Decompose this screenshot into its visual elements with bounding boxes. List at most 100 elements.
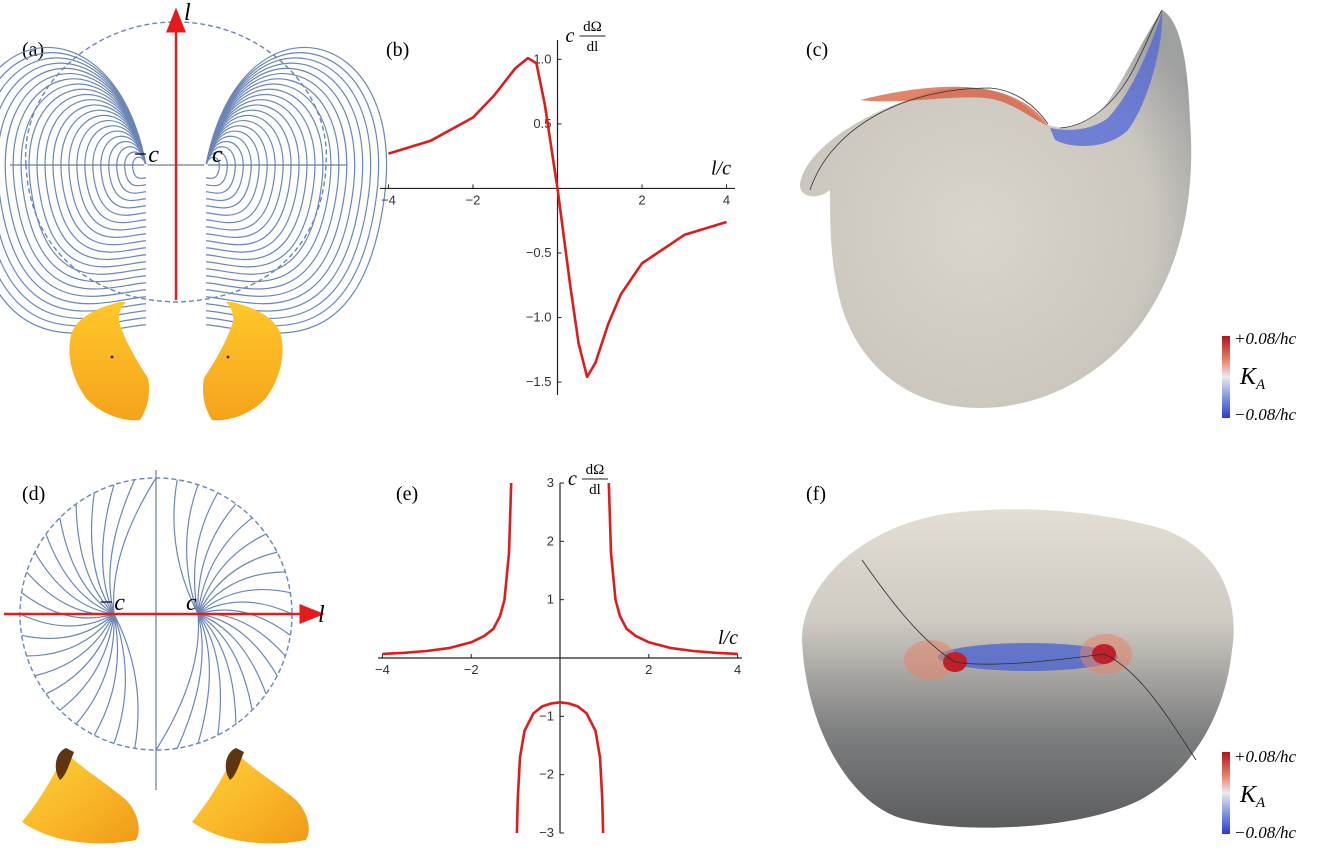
c-marker-d: c — [186, 590, 197, 616]
field-line — [90, 492, 115, 615]
field-line — [60, 109, 147, 246]
field-line — [205, 120, 276, 231]
chart-e: −4 −2 2 4 3 2 1 −1 −2 −3 l/c c dΩ dl — [375, 462, 742, 840]
halo-left-f — [904, 640, 956, 680]
panel-e: (e) −4 −2 2 4 3 2 1 −1 −2 −3 l/c c dΩ dl — [375, 462, 742, 840]
y-tick-label: 1 — [547, 592, 554, 607]
x-tick-label: −4 — [381, 192, 396, 207]
ridge-positive-c — [860, 86, 1048, 126]
field-line — [68, 114, 147, 238]
series-line — [382, 482, 513, 656]
x-axis-label: l/c — [711, 157, 731, 179]
x-tick-label: 4 — [734, 662, 741, 677]
y-axis-label-denominator: dl — [587, 39, 599, 55]
field-line — [34, 613, 115, 677]
field-line — [116, 146, 147, 194]
y-axis-label-numerator: dΩ — [583, 19, 602, 35]
panel-f: (f) +0.08/hc KA −0.08/hc — [802, 483, 1296, 842]
cone-right-d — [192, 748, 309, 844]
panel-d: (d) l −c c — [4, 470, 325, 844]
x-tick-label: 2 — [645, 662, 652, 677]
cone-left-inner-d — [55, 748, 74, 780]
field-line — [76, 120, 147, 231]
colorbar-min-c: −0.08/hc — [1234, 405, 1296, 424]
field-lines-d — [19, 477, 293, 751]
colorbar-min-f: −0.08/hc — [1234, 823, 1296, 842]
series-line — [515, 701, 605, 834]
x-tick-label: 2 — [638, 192, 645, 207]
field-line — [205, 104, 300, 253]
field-line — [100, 135, 147, 209]
field-line — [185, 484, 199, 615]
field-line — [113, 613, 139, 749]
field-line — [28, 88, 147, 275]
colorbar-max-f: +0.08/hc — [1234, 747, 1296, 766]
field-line — [197, 613, 211, 744]
singularity-left-a — [144, 164, 148, 168]
seam-line-c — [809, 9, 1163, 191]
field-line — [112, 477, 157, 615]
panel-label-d: (d) — [22, 483, 45, 505]
field-line — [205, 146, 236, 194]
y-tick-label: 3 — [547, 475, 554, 490]
field-line — [21, 613, 115, 640]
field-line — [155, 613, 200, 751]
shape-left-a — [69, 302, 150, 421]
field-line — [0, 62, 147, 312]
field-line — [197, 551, 278, 615]
series-line — [607, 482, 738, 656]
y-axis-label-numerator: dΩ — [586, 462, 605, 478]
shape-right-dot-a — [226, 355, 230, 359]
y-axis-label-denominator: dl — [589, 482, 601, 498]
panel-label-c: (c) — [806, 39, 828, 61]
series-line — [388, 56, 727, 379]
colorbar-max-c: +0.08/hc — [1234, 329, 1296, 348]
y-tick-label: −1.0 — [526, 310, 552, 325]
field-line — [45, 613, 115, 695]
panel-label-f: (f) — [806, 483, 826, 505]
field-line — [193, 492, 219, 615]
field-line — [173, 479, 199, 615]
singularity-right-a — [204, 164, 208, 168]
l-axis-label-d: l — [318, 602, 325, 628]
field-line — [21, 592, 115, 619]
panel-label-e: (e) — [396, 483, 418, 505]
y-tick-label: −2 — [539, 767, 554, 782]
field-line — [197, 588, 291, 615]
minus-c-marker-a: −c — [132, 142, 159, 168]
field-line — [205, 73, 348, 297]
x-axis-label: l/c — [718, 627, 738, 649]
panel-label-a: (a) — [22, 39, 44, 61]
y-tick-label: 1.0 — [533, 51, 551, 66]
field-line — [197, 601, 293, 615]
field-line — [108, 140, 147, 202]
field-line — [205, 99, 308, 261]
field-line — [4, 73, 147, 297]
x-tick-label: −4 — [375, 662, 390, 677]
field-line — [26, 613, 115, 657]
field-line — [12, 78, 147, 290]
colorbar-f — [1222, 752, 1230, 834]
field-line — [92, 130, 147, 216]
field-line — [34, 551, 115, 615]
panel-c: (c) +0.08/hc KA −0.08/hc — [800, 9, 1296, 424]
field-line — [20, 83, 147, 283]
field-line — [19, 613, 115, 627]
x-tick-label: 4 — [723, 192, 730, 207]
field-line — [197, 533, 267, 615]
y-tick-label: 2 — [547, 533, 554, 548]
panel-label-b: (b) — [386, 39, 409, 61]
field-line — [205, 140, 244, 202]
field-line — [197, 613, 222, 736]
field-line — [197, 613, 237, 725]
field-line — [197, 613, 278, 677]
c-marker-a: c — [212, 142, 223, 168]
field-line — [84, 125, 147, 224]
y-tick-label: −3 — [539, 825, 554, 840]
y-tick-label: −1 — [539, 708, 554, 723]
colorbar-c — [1222, 336, 1230, 418]
field-lines-a — [0, 46, 388, 334]
field-line — [205, 78, 340, 290]
